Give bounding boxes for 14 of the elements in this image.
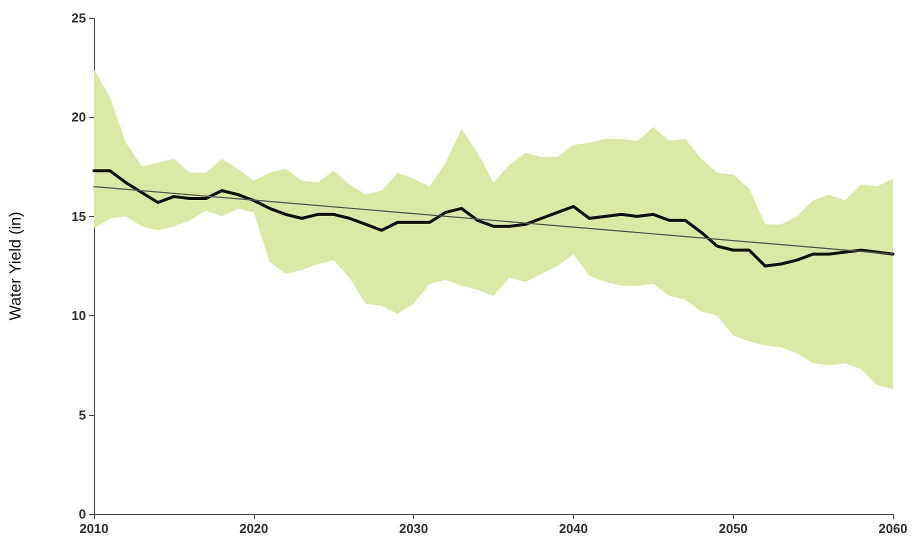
y-tick-label: 15 [72,208,86,224]
y-axis-title: Water Yield (in) [8,212,24,320]
y-tick-label: 25 [72,10,86,26]
x-tick-label: 2030 [399,521,428,536]
y-tick-label: 5 [78,407,86,422]
x-tick-label: 2020 [239,521,268,536]
x-tick-label: 2060 [878,521,908,536]
line-series [92,169,894,268]
x-tick-label: 2010 [80,521,108,536]
x-tick-label: 2040 [558,521,588,536]
y-tick-label: 10 [72,308,86,324]
y-tick-label: 0 [78,506,86,522]
x-tick-label: 2050 [718,521,748,536]
y-tick-label: 20 [72,110,86,125]
